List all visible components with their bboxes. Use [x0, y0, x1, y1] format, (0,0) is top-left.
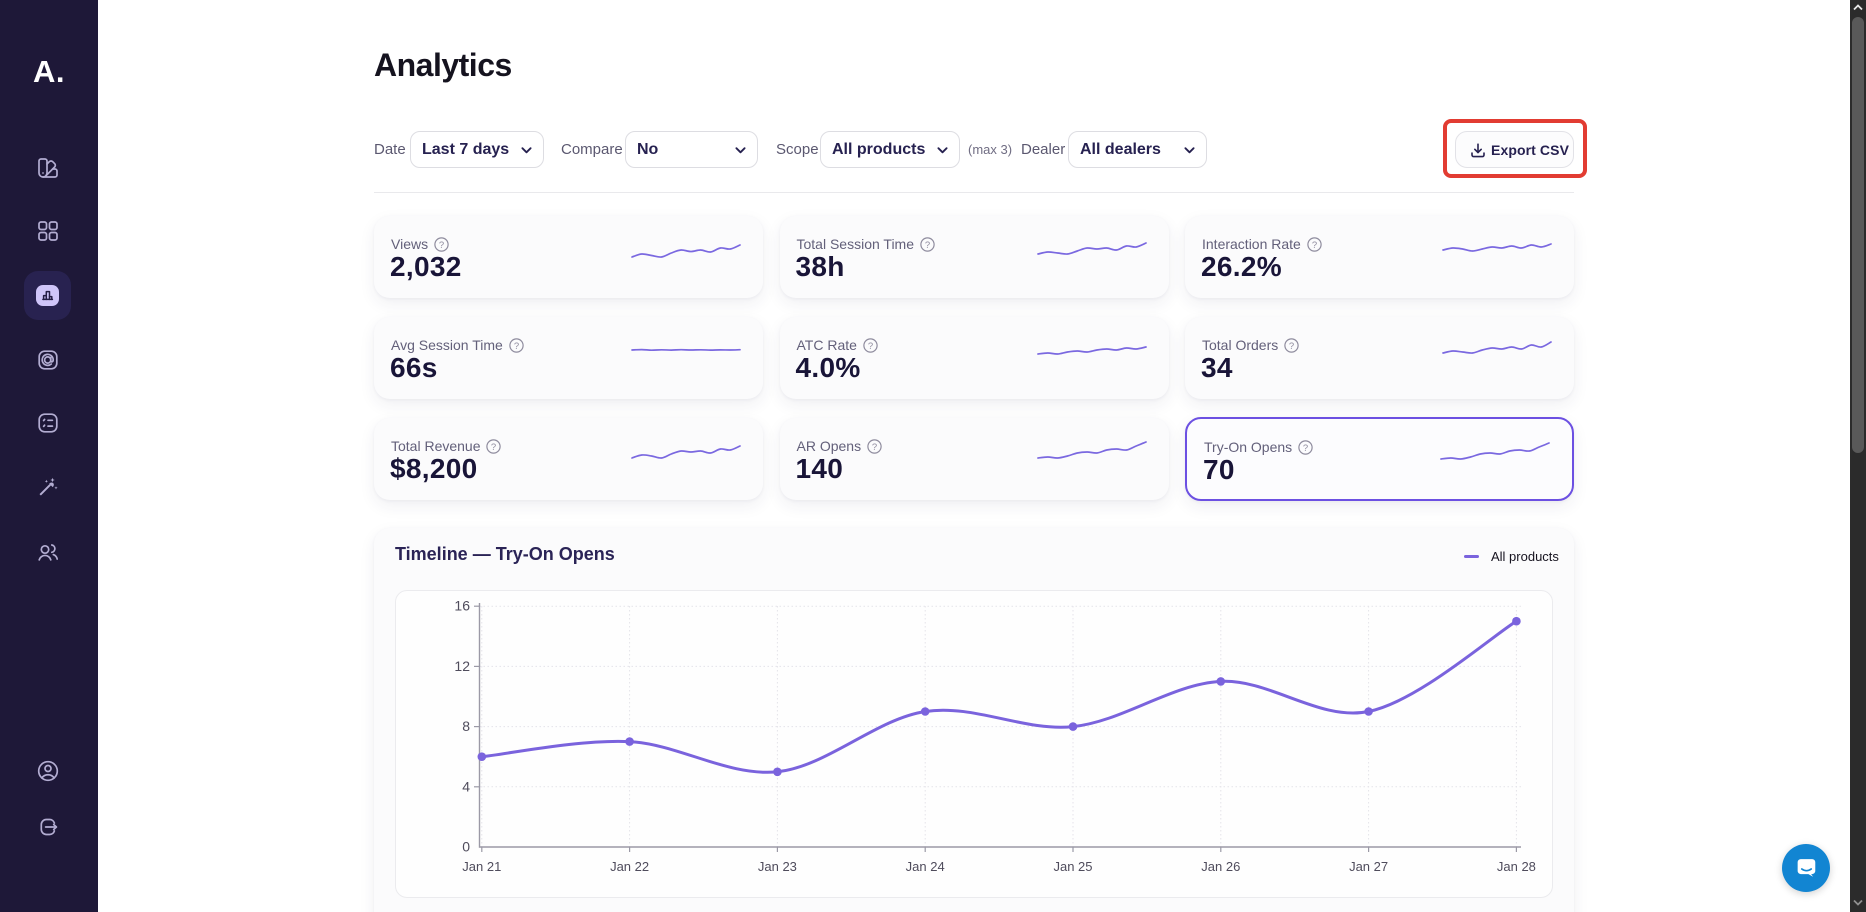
svg-text:0: 0	[462, 839, 470, 855]
svg-text:?: ?	[491, 442, 496, 453]
svg-text:?: ?	[872, 442, 877, 453]
svg-text:?: ?	[1303, 443, 1308, 454]
svg-text:?: ?	[439, 240, 444, 251]
svg-text:?: ?	[925, 240, 930, 251]
svg-text:Jan 23: Jan 23	[758, 859, 797, 874]
svg-text:?: ?	[1312, 240, 1317, 251]
svg-text:Jan 26: Jan 26	[1201, 859, 1240, 874]
svg-text:16: 16	[454, 598, 470, 614]
svg-text:8: 8	[462, 718, 470, 734]
svg-text:Jan 27: Jan 27	[1349, 859, 1388, 874]
svg-text:Jan 28: Jan 28	[1497, 859, 1536, 874]
svg-text:Jan 22: Jan 22	[610, 859, 649, 874]
svg-text:Jan 21: Jan 21	[462, 859, 501, 874]
svg-text:?: ?	[1289, 341, 1294, 352]
svg-text:Jan 24: Jan 24	[906, 859, 945, 874]
svg-text:?: ?	[514, 341, 519, 352]
svg-text:Jan 25: Jan 25	[1053, 859, 1092, 874]
svg-text:12: 12	[454, 658, 470, 674]
svg-text:4: 4	[462, 778, 470, 794]
svg-text:?: ?	[868, 341, 873, 352]
